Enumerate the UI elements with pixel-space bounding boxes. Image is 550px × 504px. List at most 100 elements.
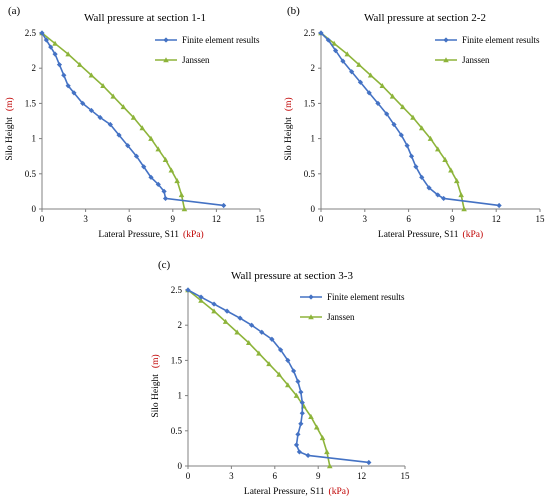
data-point (442, 156, 448, 162)
x-tick-label: 0 (40, 214, 45, 224)
series-janssen (185, 287, 333, 469)
data-point (375, 100, 381, 106)
y-tick-label: 2 (32, 63, 37, 73)
legend-label: Janssen (182, 55, 210, 65)
data-point (313, 424, 320, 430)
y-axis-label: Silo Height (m) (283, 97, 294, 160)
data-point (76, 61, 83, 67)
data-point (178, 192, 185, 198)
data-point (419, 174, 425, 180)
data-point (181, 206, 188, 212)
x-axis-label-unit: (kPa) (463, 229, 484, 240)
data-point (319, 435, 326, 441)
data-point (298, 421, 304, 427)
legend: Finite element results Janssen (435, 35, 540, 65)
panel-label: (b) (287, 5, 300, 17)
legend-swatch-marker (163, 57, 169, 63)
data-point (97, 114, 103, 121)
data-point (324, 449, 330, 455)
data-point (285, 357, 291, 363)
data-point (296, 449, 302, 455)
data-point (224, 308, 230, 314)
data-point (141, 164, 147, 170)
data-point (256, 350, 262, 356)
panel-label: (a) (8, 5, 21, 17)
data-point (293, 392, 300, 398)
chart-panel-1: (a)Wall pressure at section 1-10 3 6 9 12 150… (4, 5, 265, 240)
data-point (125, 143, 131, 149)
y-tick-label: 2.5 (304, 28, 316, 38)
data-point (426, 185, 432, 191)
x-tick-label: 3 (83, 214, 88, 224)
y-axis-label: Silo Height (m) (150, 354, 161, 417)
data-point (259, 329, 265, 335)
data-point (408, 153, 415, 159)
data-point (110, 93, 117, 99)
x-tick-label: 3 (229, 471, 234, 481)
data-point (305, 452, 311, 459)
data-point (107, 121, 113, 128)
y-tick-label: 0 (32, 204, 37, 214)
data-point (130, 114, 137, 120)
data-point (356, 61, 362, 67)
data-point (399, 104, 406, 110)
data-point (285, 382, 291, 388)
data-point (168, 167, 175, 173)
data-point (441, 195, 447, 202)
data-point (293, 442, 300, 448)
data-point (211, 301, 217, 307)
data-point (80, 100, 86, 106)
data-point (61, 72, 67, 78)
y-tick-label: 2.5 (25, 28, 37, 38)
series-finite-element (185, 287, 372, 466)
data-point (349, 69, 355, 75)
data-point (56, 62, 63, 68)
data-point (295, 431, 301, 437)
data-point (155, 181, 161, 187)
data-point (461, 206, 467, 212)
y-tick-label: 1.5 (171, 355, 183, 365)
x-axis-label-unit: (kPa) (183, 229, 204, 240)
data-point (404, 143, 410, 149)
data-point (298, 389, 304, 395)
y-tick-label: 2.5 (171, 285, 183, 295)
data-point (391, 121, 397, 128)
x-tick-label: 9 (450, 214, 455, 224)
data-point (139, 125, 146, 131)
legend-label: Finite element results (327, 292, 405, 302)
data-point (413, 164, 419, 170)
data-point (133, 153, 140, 159)
data-point (100, 83, 106, 89)
data-point (295, 378, 301, 385)
legend-swatch-marker (443, 37, 449, 43)
data-point (266, 361, 272, 367)
x-tick-label: 12 (492, 214, 501, 224)
data-point (221, 202, 227, 209)
data-point (162, 156, 169, 162)
x-tick-label: 6 (273, 471, 278, 481)
data-point (453, 178, 460, 184)
legend: Finite element results Janssen (300, 292, 405, 322)
data-point (48, 44, 54, 50)
data-point (276, 371, 282, 377)
x-axis-label-text: Lateral Pressure, S11 (244, 487, 325, 497)
data-point (198, 297, 204, 303)
data-point (65, 83, 71, 89)
chart-title: Wall pressure at section 1-1 (84, 12, 206, 24)
legend-swatch-marker (163, 37, 169, 43)
chart-panel-3: (c)Wall pressure at section 3-30 3 6 9 12 150… (150, 259, 410, 497)
data-point (52, 51, 58, 57)
data-point (384, 111, 390, 117)
x-tick-label: 3 (363, 214, 368, 224)
data-point (366, 459, 372, 466)
data-point (234, 329, 240, 335)
legend-swatch-marker (443, 57, 449, 63)
y-tick-label: 0 (178, 461, 183, 471)
legend-label: Janssen (462, 55, 490, 65)
data-point (291, 368, 297, 374)
y-tick-label: 1.5 (304, 98, 316, 108)
data-point (222, 318, 229, 324)
data-point (344, 51, 351, 57)
data-point (249, 322, 255, 328)
data-point (458, 192, 464, 198)
